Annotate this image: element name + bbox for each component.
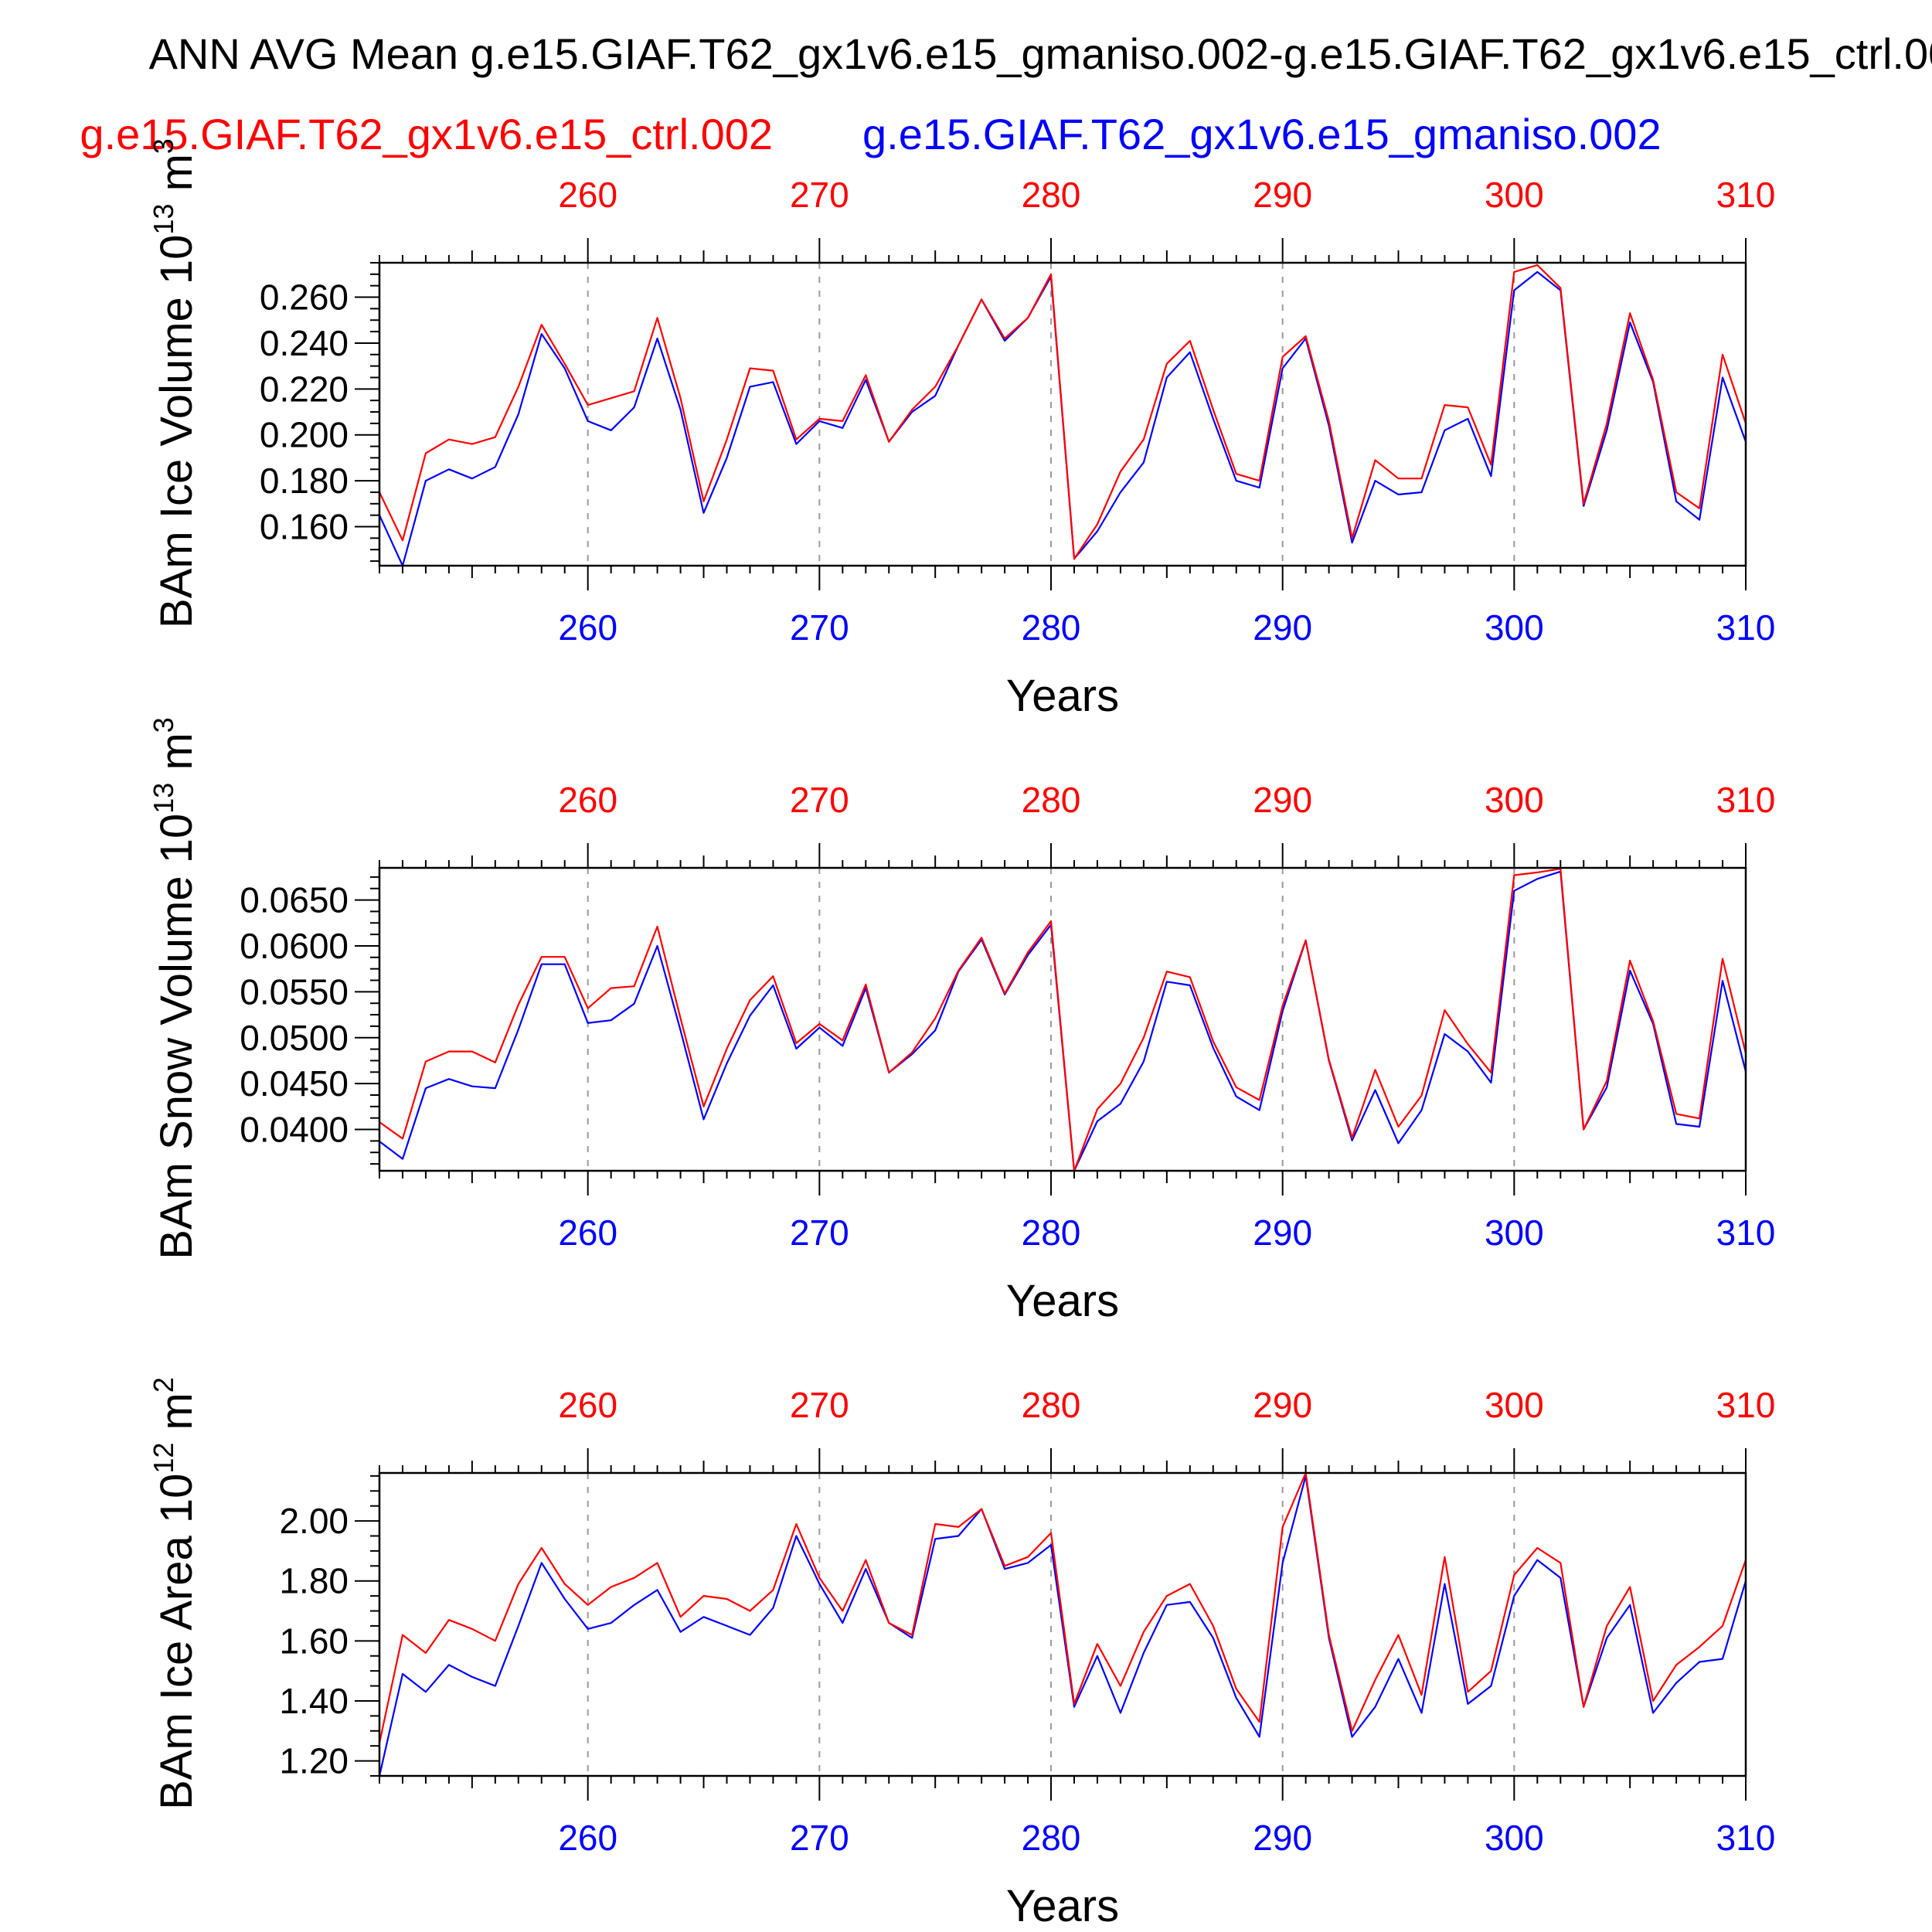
x-tick-label-bottom: 290 [1253,1818,1312,1858]
x-tick-label-top: 270 [790,175,849,215]
plot-frame [378,1471,1747,1777]
y-tick-label: 0.0450 [240,1063,349,1104]
x-tick-label-bottom: 260 [558,607,617,648]
x-tick-label-top: 260 [558,175,617,215]
plot-frame [378,866,1747,1172]
x-tick-label-top: 290 [1253,175,1312,215]
series-line-ctrl [379,264,1747,560]
y-tick-label: 2.00 [279,1501,349,1541]
y-tick-label: 0.180 [260,461,349,501]
x-tick-label-top: 280 [1022,175,1081,215]
x-tick-label-top: 300 [1485,1385,1544,1425]
x-tick-label-top: 280 [1022,1385,1081,1425]
x-tick-label-top: 260 [558,1385,617,1425]
x-tick-label-top: 290 [1253,780,1312,820]
x-tick-label-bottom: 280 [1022,1213,1081,1253]
chart-title: ANN AVG Mean g.e15.GIAF.T62_gx1v6.e15_gm… [149,29,1932,78]
y-axis-label: BAm Ice Volume 1013 m3 [148,138,202,628]
y-tick-label: 0.160 [260,507,349,547]
x-tick-label-bottom: 270 [790,607,849,648]
y-tick-label: 0.0500 [240,1018,349,1058]
x-tick-label-bottom: 280 [1022,1818,1081,1858]
x-tick-label-bottom: 280 [1022,607,1081,648]
chart-panel-3: 260 260 270 270 280 280 290 290 300 300 310 310 1.20… [148,1377,1775,1931]
y-tick-label: 1.40 [279,1681,349,1721]
y-tick-label: 0.0650 [240,880,349,920]
x-tick-label-top: 310 [1716,1385,1776,1425]
chart-panel-2: 260 260 270 270 280 280 290 290 300 300 310 310 0.04… [148,717,1775,1326]
y-axis-label: BAm Ice Area 1012 m2 [148,1377,202,1810]
series-line-ctrl [379,868,1747,1172]
y-tick-label: 1.60 [279,1621,349,1661]
x-tick-label-bottom: 290 [1253,607,1312,648]
x-tick-label-bottom: 310 [1716,1818,1776,1858]
x-axis-label: Years [1006,1276,1119,1326]
x-tick-label-bottom: 290 [1253,1213,1312,1253]
x-tick-label-top: 260 [558,780,617,820]
x-tick-label-bottom: 270 [790,1818,849,1858]
series-line-gmaniso [379,870,1747,1172]
x-tick-label-top: 270 [790,780,849,820]
legend-blue-label: g.e15.GIAF.T62_gx1v6.e15_gmaniso.002 [862,110,1662,158]
x-tick-label-bottom: 310 [1716,607,1776,648]
x-tick-label-top: 270 [790,1385,849,1425]
y-axis-label: BAm Snow Volume 1013 m3 [148,717,202,1260]
legend-red-label: g.e15.GIAF.T62_gx1v6.e15_ctrl.002 [80,110,773,158]
series-line-ctrl [378,1471,1747,1743]
y-tick-label: 1.80 [279,1561,349,1601]
x-tick-label-bottom: 270 [790,1213,849,1253]
y-tick-label: 0.0550 [240,971,349,1012]
y-tick-label: 1.20 [279,1741,349,1781]
x-tick-label-top: 310 [1716,175,1776,215]
x-axis-label: Years [1006,1881,1119,1931]
x-tick-label-bottom: 300 [1485,607,1544,648]
x-tick-label-top: 280 [1022,780,1081,820]
x-tick-label-bottom: 300 [1485,1818,1544,1858]
plot-frame [378,261,1747,567]
y-tick-label: 0.260 [260,277,349,318]
y-tick-label: 0.0400 [240,1110,349,1150]
y-tick-label: 0.0600 [240,926,349,966]
x-tick-label-bottom: 260 [558,1213,617,1253]
y-tick-label: 0.200 [260,415,349,455]
x-tick-label-bottom: 260 [558,1818,617,1858]
y-tick-label: 0.240 [260,323,349,363]
x-tick-label-top: 300 [1485,780,1544,820]
x-axis-label: Years [1006,671,1119,721]
x-tick-label-bottom: 300 [1485,1213,1544,1253]
chart-panel-1: 260 260 270 270 280 280 290 290 300 300 310 310 0.16… [148,138,1775,721]
x-tick-label-bottom: 310 [1716,1213,1776,1253]
x-tick-label-top: 290 [1253,1385,1312,1425]
y-tick-label: 0.220 [260,369,349,409]
x-tick-label-top: 310 [1716,780,1776,820]
series-line-gmaniso [378,1475,1747,1777]
x-tick-label-top: 300 [1485,175,1544,215]
